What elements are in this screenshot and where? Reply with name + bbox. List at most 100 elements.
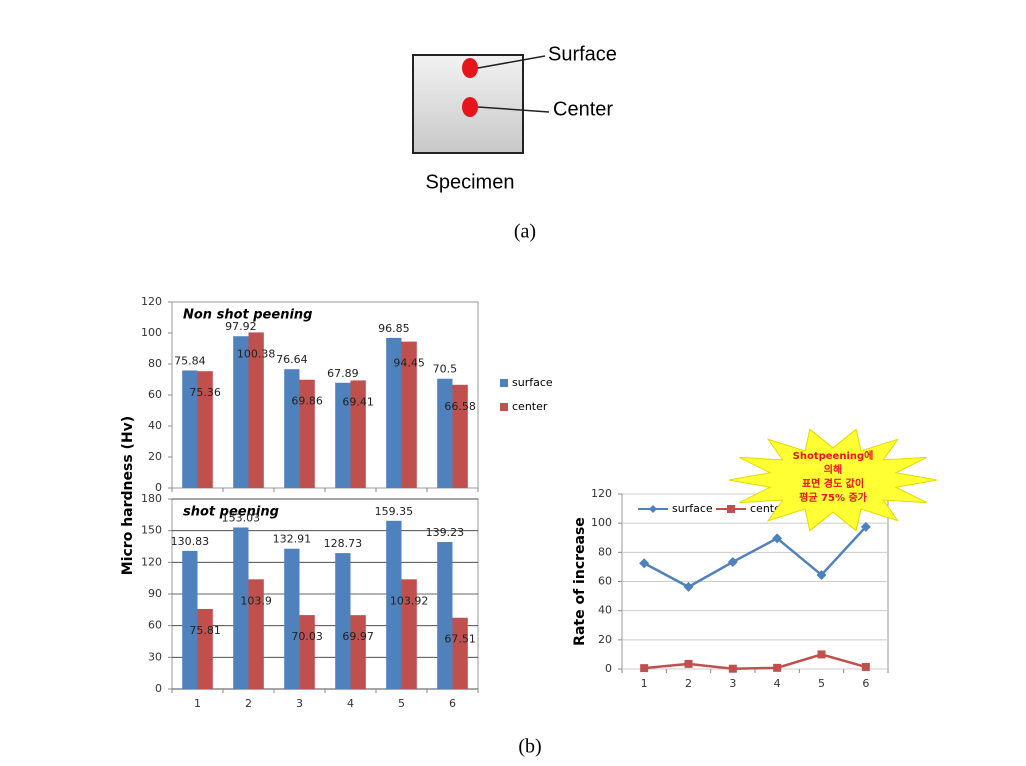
bar xyxy=(299,615,315,689)
marker xyxy=(639,558,650,569)
line xyxy=(643,525,867,589)
value-label: 66.58 xyxy=(444,400,476,413)
bar xyxy=(335,553,351,689)
bar xyxy=(386,337,402,488)
value-label: 69.41 xyxy=(342,395,374,408)
bar xyxy=(182,370,198,488)
marker xyxy=(817,650,826,659)
marker xyxy=(772,533,783,544)
y-tick-label: 0 xyxy=(155,481,162,494)
caption: (a) xyxy=(514,221,536,243)
y-tick-label: 120 xyxy=(591,487,612,500)
y-tick-label: 100 xyxy=(141,326,162,339)
value-label: 153.03 xyxy=(222,511,261,524)
bar xyxy=(437,378,453,488)
bar xyxy=(401,341,417,488)
value-label: 100.38 xyxy=(237,347,276,360)
y-tick-label: 0 xyxy=(155,682,162,695)
y-tick-label: 20 xyxy=(598,633,612,646)
bar xyxy=(284,548,300,689)
line xyxy=(644,653,867,670)
legend-label: surface xyxy=(512,376,553,389)
marker xyxy=(816,569,827,580)
y-axis-label: Rate of increase xyxy=(572,517,588,646)
y-tick-label: 60 xyxy=(148,619,162,632)
value-label: 75.81 xyxy=(189,624,221,637)
value-label: 103.92 xyxy=(390,594,429,607)
marker xyxy=(861,662,870,671)
value-label: 94.45 xyxy=(393,357,425,370)
x-tick-label: 6 xyxy=(862,677,869,690)
y-tick-label: 180 xyxy=(141,492,162,505)
bar xyxy=(452,384,468,488)
legend-label: center xyxy=(512,400,548,413)
legend-marker xyxy=(727,505,735,513)
value-label: 70.5 xyxy=(433,363,458,376)
bar xyxy=(248,579,264,689)
panel-title: Non shot peening xyxy=(183,308,312,323)
legend-marker xyxy=(649,505,657,513)
x-tick-label: 2 xyxy=(685,677,692,690)
x-tick-label: 6 xyxy=(449,697,456,710)
value-label: 76.64 xyxy=(276,353,308,366)
bar xyxy=(182,550,198,689)
y-tick-label: 90 xyxy=(148,587,162,600)
x-tick-label: 3 xyxy=(296,697,303,710)
x-tick-label: 5 xyxy=(398,697,405,710)
center-label: Center xyxy=(553,98,613,120)
y-tick-label: 80 xyxy=(148,357,162,370)
marker xyxy=(773,663,782,672)
legend-label: surface xyxy=(672,502,713,515)
leader-line xyxy=(477,106,550,113)
y-tick-label: 60 xyxy=(598,575,612,588)
value-label: 75.36 xyxy=(189,386,221,399)
bar xyxy=(233,336,249,488)
marker xyxy=(728,664,737,673)
y-tick-label: 100 xyxy=(591,516,612,529)
bar xyxy=(452,617,468,689)
marker xyxy=(640,664,649,673)
annotation: Shotpeening에 xyxy=(793,449,874,462)
value-label: 128.73 xyxy=(324,537,363,550)
bar xyxy=(401,579,417,689)
y-axis-label: Micro hardness (Hv) xyxy=(120,416,136,575)
value-label: 69.86 xyxy=(291,395,323,408)
bar xyxy=(335,382,351,488)
value-label: 67.51 xyxy=(444,633,476,646)
bar xyxy=(233,527,249,689)
value-label: 70.03 xyxy=(291,630,323,643)
y-tick-label: 40 xyxy=(598,604,612,617)
starburst xyxy=(728,428,938,532)
value-label: 75.84 xyxy=(174,354,206,367)
caption: (b) xyxy=(518,736,541,758)
x-tick-label: 4 xyxy=(774,677,781,690)
x-tick-label: 4 xyxy=(347,697,354,710)
bar xyxy=(350,380,366,488)
marker xyxy=(684,659,693,668)
y-tick-label: 150 xyxy=(141,524,162,537)
specimen-label: Specimen xyxy=(426,171,515,193)
marker xyxy=(727,556,738,567)
y-tick-label: 40 xyxy=(148,419,162,432)
bar xyxy=(386,520,402,689)
marker xyxy=(860,521,871,532)
surface-label: Surface xyxy=(548,43,617,65)
y-tick-label: 80 xyxy=(598,545,612,558)
value-label: 130.83 xyxy=(171,535,210,548)
leader-line xyxy=(477,55,546,69)
panel-title: shot peening xyxy=(183,505,279,520)
annotation: 표면 경도 값이 xyxy=(802,477,864,490)
annotation: 평균 75% 증가 xyxy=(799,491,867,504)
bar xyxy=(197,371,213,488)
x-tick-label: 1 xyxy=(641,677,648,690)
center-point xyxy=(462,97,478,117)
value-label: 67.89 xyxy=(327,367,359,380)
y-tick-label: 120 xyxy=(141,555,162,568)
surface-point xyxy=(462,58,478,78)
y-tick-label: 20 xyxy=(148,450,162,463)
legend-swatch xyxy=(500,403,508,411)
annotation: 의해 xyxy=(824,463,842,476)
y-tick-label: 30 xyxy=(148,650,162,663)
marker xyxy=(683,581,694,592)
